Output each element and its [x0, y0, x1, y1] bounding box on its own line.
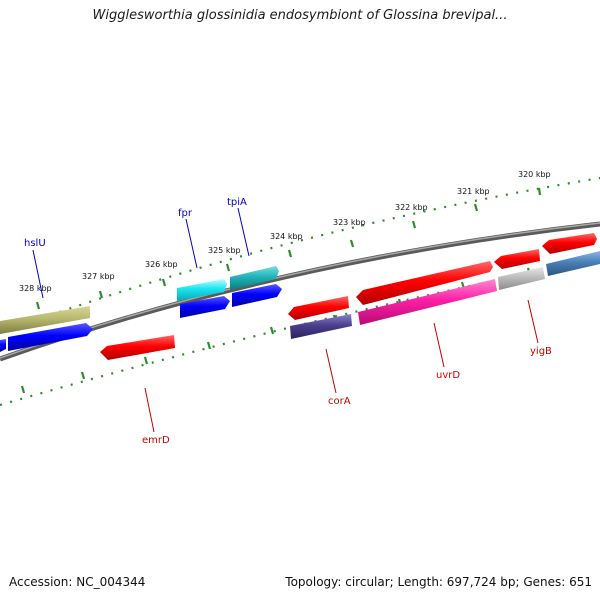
gene-red-uvrd-upper-arrow[interactable] [356, 261, 493, 305]
forward-label-leaders [32, 207, 250, 299]
gene-label-tpia[interactable]: tpiA [227, 197, 247, 208]
gene-tpia-arrow[interactable] [230, 266, 279, 290]
gene-label-hslu[interactable]: hslU [24, 238, 46, 249]
gene-red-small-arrow[interactable] [494, 249, 540, 269]
genome-backbone [0, 221, 600, 362]
gene-blue-tpia-adjacent-arrow[interactable] [232, 284, 282, 307]
gene-label-yigb[interactable]: yigB [530, 346, 552, 357]
tick-label-324kbp: 324 kbp [270, 232, 303, 241]
gene-emrd-arrow[interactable] [100, 335, 175, 360]
tick-label-327kbp: 327 kbp [82, 272, 115, 281]
tick-label-325kbp: 325 kbp [208, 246, 241, 255]
gene-yigb-arrow[interactable] [498, 267, 545, 290]
map-title: Wigglesworthia glossinidia endosymbiont … [92, 8, 508, 23]
gene-label-uvrd[interactable]: uvrD [436, 370, 460, 381]
gene-steel-right-arrow[interactable] [546, 251, 600, 276]
reverse-label-leaders [144, 299, 539, 433]
gene-hslu-arrow[interactable] [0, 306, 90, 334]
topology-summary-text: Topology: circular; Length: 697,724 bp; … [285, 575, 592, 589]
outer-major-ticks [35, 187, 542, 310]
gene-blue-long-arrow[interactable] [8, 323, 93, 351]
gene-left-blue-stub[interactable] [0, 339, 6, 352]
gene-red-right-arrow[interactable] [542, 233, 597, 254]
accession-text: Accession: NC_004344 [9, 575, 146, 589]
gene-cora-arrow[interactable] [290, 314, 352, 339]
tick-label-321kbp: 321 kbp [457, 187, 490, 196]
tick-label-323kbp: 323 kbp [333, 218, 366, 227]
gene-label-emrd[interactable]: emrD [142, 435, 170, 446]
gene-fpr-arrow[interactable] [177, 279, 227, 301]
tick-label-328kbp: 328 kbp [19, 284, 52, 293]
tick-label-326kbp: 326 kbp [145, 260, 178, 269]
tick-label-320kbp: 320 kbp [518, 170, 551, 179]
gene-red-cora-upper-arrow[interactable] [288, 296, 349, 320]
gene-uvrd-arrow[interactable] [358, 279, 497, 325]
genome-backbone-highlight [0, 222, 600, 359]
gene-label-fpr[interactable]: fpr [178, 208, 193, 219]
gene-blue-fpr-adjacent-arrow[interactable] [180, 296, 230, 318]
tick-label-322kbp: 322 kbp [395, 203, 428, 212]
gene-label-cora[interactable]: corA [328, 396, 351, 407]
